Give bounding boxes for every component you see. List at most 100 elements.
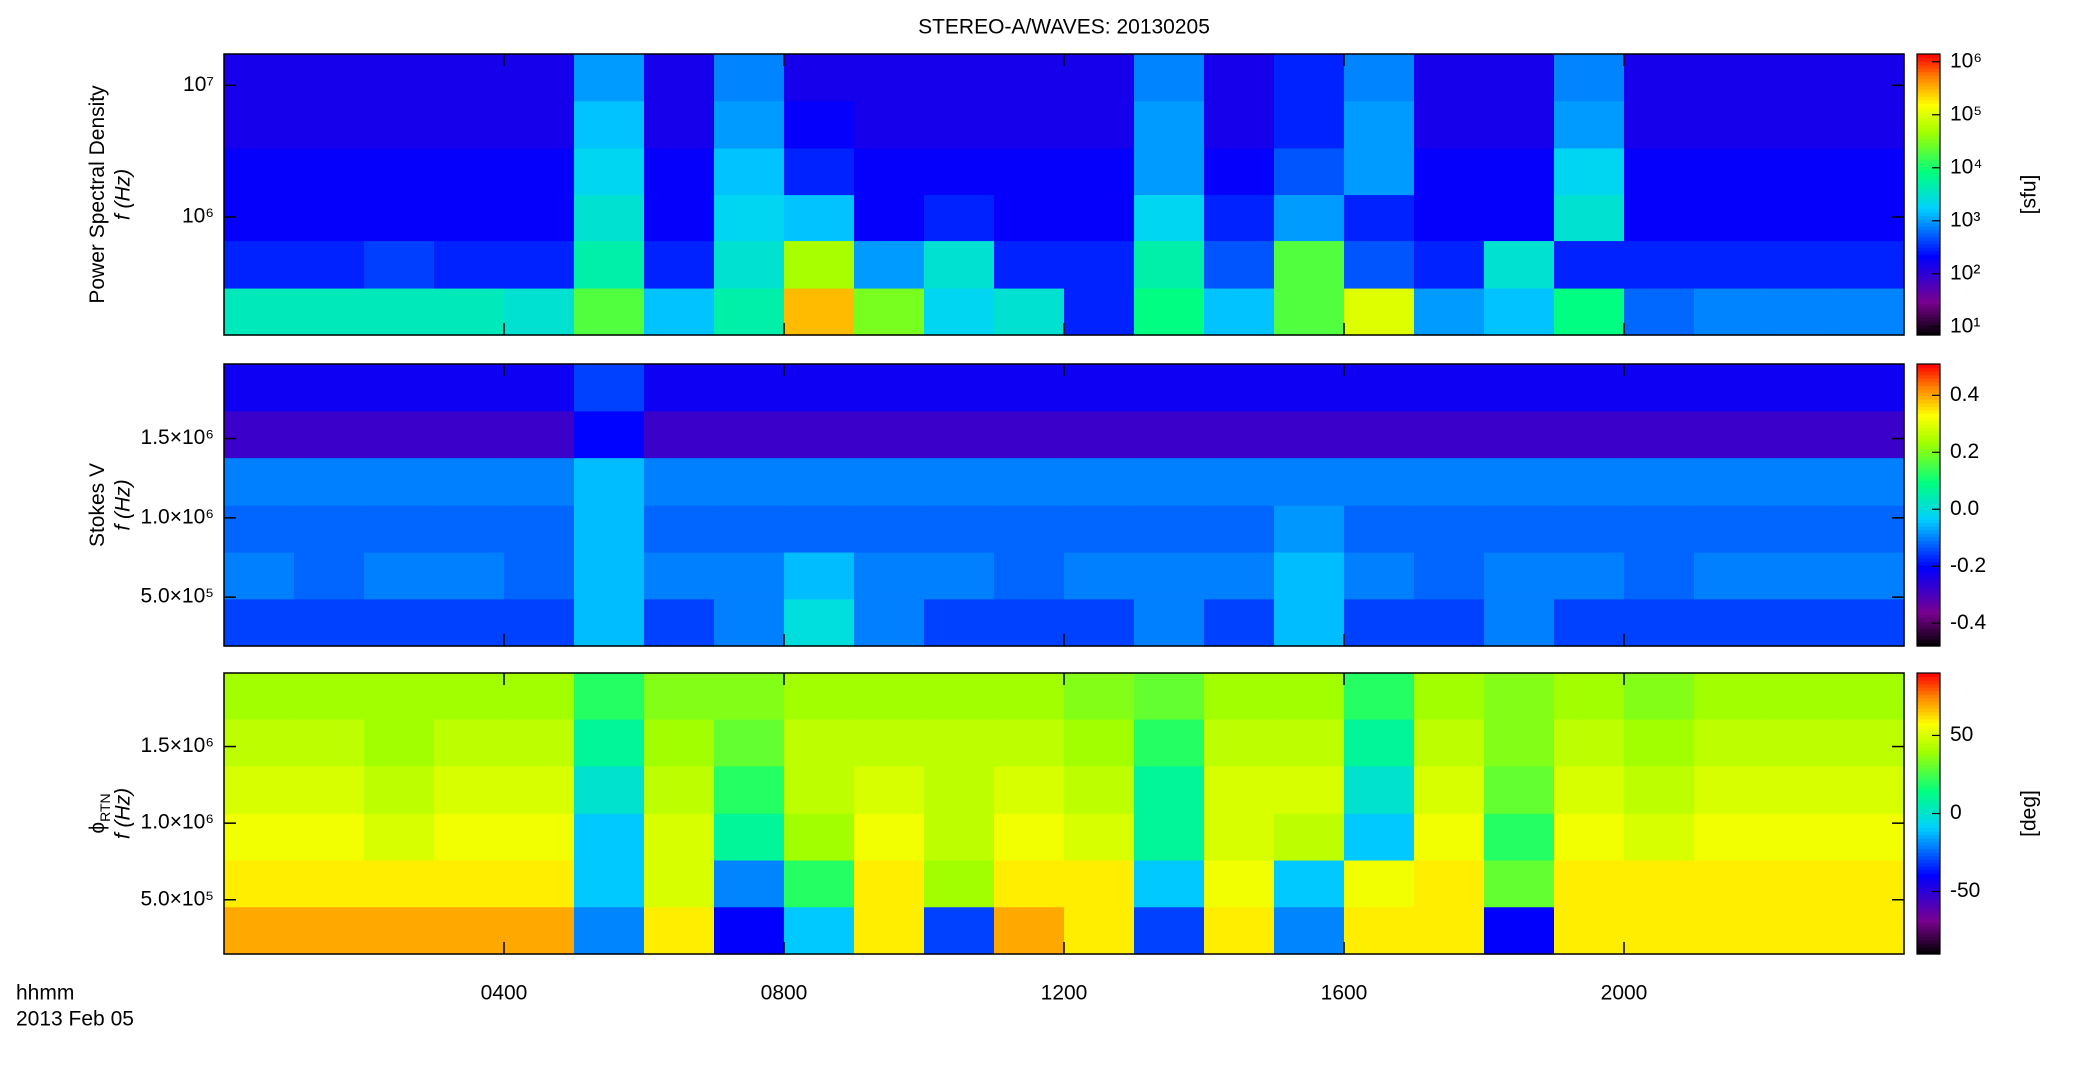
colorbar-swatch (1917, 764, 1940, 769)
colorbar-swatch (1917, 690, 1940, 695)
colorbar-swatch (1917, 757, 1940, 762)
colorbar-swatch (1917, 271, 1940, 276)
colorbar-swatch (1917, 515, 1940, 520)
heatmap-cell (1764, 240, 1835, 289)
colorbar-swatch (1917, 148, 1940, 153)
heatmap-cell (1134, 598, 1205, 647)
heatmap-cell (1834, 147, 1905, 196)
colorbar-swatch (1917, 141, 1940, 146)
colorbar-swatch (1917, 247, 1940, 252)
heatmap-cell (644, 410, 715, 459)
heatmap-cell (994, 100, 1065, 149)
heatmap-cell (294, 240, 365, 289)
colorbar-swatch (1917, 183, 1940, 189)
heatmap-cell (1694, 813, 1765, 861)
heatmap-cell (364, 364, 435, 412)
heatmap-cell (784, 287, 855, 336)
heatmap-cell (854, 54, 925, 102)
colorbar-swatch (1917, 635, 1940, 640)
heatmap-cell (364, 54, 435, 102)
colorbar-swatch (1917, 145, 1940, 150)
heatmap-cell (784, 100, 855, 149)
colorbar-swatch (1917, 162, 1940, 167)
heatmap-cell (1694, 287, 1765, 336)
colorbar-swatch (1917, 582, 1940, 587)
heatmap-cell (364, 673, 435, 720)
heatmap-cell (364, 457, 435, 506)
colorbar-swatch (1917, 673, 1940, 678)
colorbar-swatch (1917, 448, 1940, 453)
heatmap-cell (1834, 364, 1905, 412)
heatmap-cell (434, 859, 505, 908)
heatmap-cell (994, 54, 1065, 102)
colorbar-swatch (1917, 423, 1940, 429)
heatmap-cell (294, 718, 365, 767)
heatmap-cell (1134, 673, 1205, 720)
heatmap-cell (294, 54, 365, 102)
heatmap-cell (294, 859, 365, 908)
heatmap-cell (364, 765, 435, 814)
colorbar-swatch (1917, 392, 1940, 397)
colorbar-swatch (1917, 159, 1940, 164)
heatmap-cell (574, 813, 645, 861)
heatmap-cell (1274, 54, 1345, 102)
heatmap-cell (994, 194, 1065, 242)
heatmap-cell (924, 813, 995, 861)
heatmap-cell (1484, 364, 1555, 412)
heatmap-cell (1694, 718, 1765, 767)
heatmap-cell (1414, 287, 1485, 336)
heatmap-cell (644, 859, 715, 908)
colorbar-swatch (1917, 880, 1940, 885)
heatmap-cell (294, 410, 365, 459)
colorbar-swatch (1917, 240, 1940, 245)
colorbar-swatch (1917, 845, 1940, 850)
heatmap-cell (994, 673, 1065, 720)
colorbar-swatch (1917, 497, 1940, 503)
colorbar-swatch (1917, 687, 1940, 692)
heatmap-cell (574, 598, 645, 647)
colorbar-swatch (1917, 208, 1940, 213)
colorbar-swatch (1917, 134, 1940, 139)
y-axis-label: f (Hz) (112, 169, 135, 220)
heatmap-cell (1624, 505, 1695, 553)
colorbar-swatch (1917, 792, 1940, 797)
heatmap-cell (994, 240, 1065, 289)
y-tick-label: 5.0×10⁵ (140, 585, 214, 608)
colorbar-swatch (1917, 371, 1940, 376)
heatmap-cell (1694, 598, 1765, 647)
colorbar-swatch (1917, 466, 1940, 471)
heatmap-cell (224, 240, 295, 289)
heatmap-cell (1064, 457, 1135, 506)
colorbar-swatch (1917, 250, 1940, 255)
colorbar-swatch (1917, 596, 1940, 601)
heatmap-cell (1694, 147, 1765, 196)
colorbar-swatch (1917, 462, 1940, 467)
heatmap-cell (364, 598, 435, 647)
heatmap-cell (854, 813, 925, 861)
heatmap-cell (224, 813, 295, 861)
heatmap-cell (1204, 906, 1275, 955)
colorbar-swatch (1917, 932, 1940, 938)
colorbar-swatch (1917, 788, 1940, 794)
colorbar-swatch (1917, 908, 1940, 913)
heatmap-cell (434, 906, 505, 955)
heatmap-cell (784, 410, 855, 459)
colorbar-swatch (1917, 722, 1940, 727)
heatmap-cell (1204, 100, 1275, 149)
heatmap-cell (854, 410, 925, 459)
heatmap-cell (434, 194, 505, 242)
colorbar-swatch (1917, 364, 1940, 369)
heatmap-cell (1344, 100, 1415, 149)
colorbar-swatch (1917, 694, 1940, 699)
heatmap-cell (1554, 240, 1625, 289)
colorbar-swatch (1917, 547, 1940, 552)
heatmap-cell (1344, 505, 1415, 553)
colorbar-swatch (1917, 915, 1940, 920)
colorbar-swatch (1917, 795, 1940, 801)
colorbar-swatch (1917, 92, 1940, 97)
heatmap-cell (504, 410, 575, 459)
heatmap-cell (854, 673, 925, 720)
heatmap-cell (1624, 147, 1695, 196)
colorbar-swatch (1917, 138, 1940, 143)
